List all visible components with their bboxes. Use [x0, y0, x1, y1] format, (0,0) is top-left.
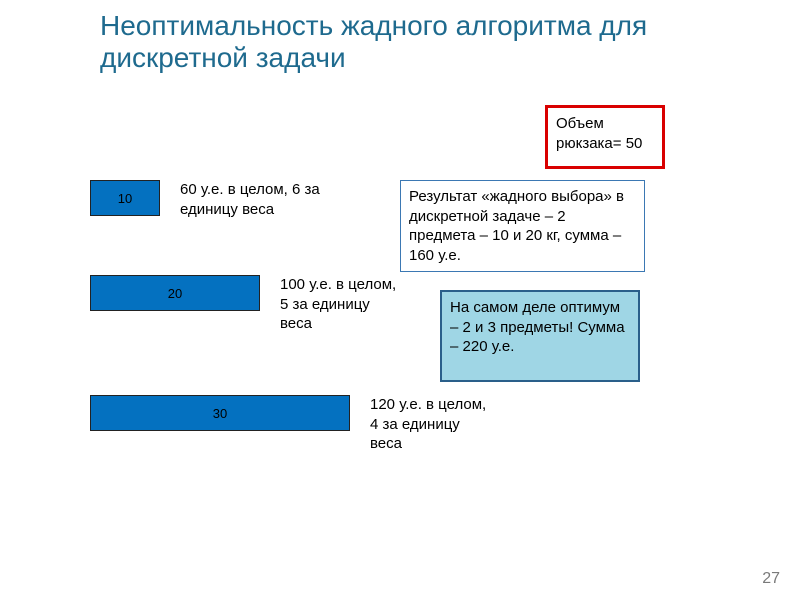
bar-item-30: 30	[90, 395, 350, 431]
bar-item-20-label: 100 у.е. в целом, 5 за единицу веса	[280, 275, 400, 334]
slide-title: Неоптимальность жадного алгоритма для ди…	[100, 10, 700, 74]
bar-item-10-label: 60 у.е. в целом, 6 за единицу веса	[180, 180, 340, 219]
bar-item-10: 10	[90, 180, 160, 216]
greedy-result-box: Результат «жадного выбора» в дискретной …	[400, 180, 645, 272]
optimal-box: На самом деле оптимум – 2 и 3 предметы! …	[440, 290, 640, 382]
capacity-box: Объем рюкзака= 50	[545, 105, 665, 169]
bar-item-20: 20	[90, 275, 260, 311]
page-number: 27	[762, 570, 780, 588]
slide: Неоптимальность жадного алгоритма для ди…	[0, 0, 800, 600]
bar-item-30-label: 120 у.е. в целом, 4 за единицу веса	[370, 395, 490, 454]
